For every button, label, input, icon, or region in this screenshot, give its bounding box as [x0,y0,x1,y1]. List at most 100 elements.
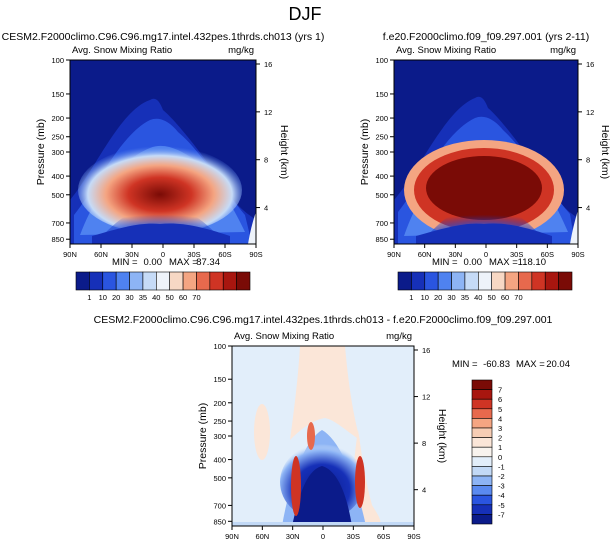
y2-tick-label: 8 [264,156,268,165]
colorbar-label: 20 [112,293,120,302]
panel-3-y-axis-label: Pressure (mb) [197,403,209,470]
x-tick-label: 60N [94,250,108,259]
y-tick-label: 400 [51,172,64,181]
panel-2-surface-cap [416,223,552,244]
panel-3-field [232,346,414,526]
y-tick-label: 500 [51,191,64,200]
colorbar-label: 10 [99,293,107,302]
panel-1-subtitle: Avg. Snow Mixing Ratio [72,45,172,56]
panel-1-units: mg/kg [228,45,254,56]
colorbar-swatch [471,504,493,515]
colorbar-label: 70 [192,293,200,302]
y-tick-label: 200 [51,114,64,123]
y-tick-label: 850 [213,517,226,526]
y-tick-label: 200 [213,399,226,408]
colorbar-label: 2 [498,434,502,443]
colorbar-swatch [89,271,104,291]
colorbar-swatch [558,271,573,291]
colorbar-swatch [531,271,546,291]
colorbar-label: 4 [498,414,502,423]
panel-2-field [394,60,578,244]
colorbar-label: 70 [514,293,522,302]
y2-tick-label: 16 [264,60,272,69]
y-tick-label: 250 [213,417,226,426]
panel-3-units: mg/kg [386,331,412,342]
colorbar-swatch [397,271,412,291]
colorbar-swatch [169,271,184,291]
colorbar-swatch [478,271,492,291]
y-tick-label: 100 [375,56,388,65]
panel-3-positive-upper-band [290,346,360,440]
colorbar-swatch [236,271,251,291]
colorbar-swatch [222,271,237,291]
colorbar-label: -3 [498,482,505,491]
colorbar-label: 60 [179,293,187,302]
panel-2-max-value: 118.10 [518,257,546,268]
panel-2-polar-patch [570,210,578,244]
x-tick-label: 30S [510,250,523,259]
colorbar-swatch [491,271,506,291]
colorbar-swatch [504,271,519,291]
colorbar-label: 50 [488,293,496,302]
panel-2-maximum-core [426,156,542,220]
colorbar-label: 35 [461,293,469,302]
colorbar-label: -7 [498,510,505,519]
panel-3-positive-left-maximum [291,456,301,516]
panel-2-y-axis-label: Pressure (mb) [359,119,371,186]
panel-3-max-label: MAX = [516,359,545,370]
colorbar-swatch [411,271,426,291]
colorbar-swatch [156,271,170,291]
colorbar-label: 40 [474,293,482,302]
y2-tick-label: 8 [422,439,426,448]
colorbar-swatch [464,271,479,291]
panel-3-min-label: MIN = [452,359,478,370]
panel-3-subtitle: Avg. Snow Mixing Ratio [234,331,334,342]
colorbar-swatch [471,408,493,419]
panel-1-field [70,60,256,244]
panel-2-max-label: MAX = [489,257,518,268]
y-tick-label: 300 [51,148,64,157]
y-tick-label: 250 [51,133,64,142]
panel-3-x-ticks: 90N 60N 30N 0 30S 60S 90S [225,526,421,541]
y-tick-label: 850 [51,235,64,244]
colorbar-swatch [518,271,533,291]
colorbar-label: 1 [409,293,413,302]
x-tick-label: 60S [377,532,390,541]
colorbar-swatch [471,437,493,448]
colorbar-swatch [471,446,493,458]
colorbar-label: 10 [421,293,429,302]
x-tick-label: 0 [484,250,488,259]
colorbar-swatch [196,271,211,291]
colorbar-label: -4 [498,491,505,500]
colorbar-label: 50 [166,293,174,302]
y-tick-label: 150 [51,90,64,99]
panel-2-units: mg/kg [550,45,576,56]
colorbar-swatch [544,271,559,291]
panel-2-title: f.e20.F2000climo.f09_f09.297.001 (yrs 2-… [383,31,589,43]
colorbar-label: 3 [498,424,502,433]
colorbar-label: 6 [498,395,502,404]
colorbar-swatch [75,271,90,291]
panel-2-colorbar: 1 10 20 30 35 40 50 60 70 [397,271,573,302]
x-tick-label: 60N [418,250,432,259]
panel-1-min-value: 0.00 [144,257,163,268]
y2-tick-label: 8 [586,156,590,165]
panel-1-max-value: 87.34 [196,257,220,268]
y2-tick-label: 12 [586,108,594,117]
y-tick-label: 300 [213,432,226,441]
colorbar-swatch [209,271,224,291]
colorbar-label: 30 [125,293,133,302]
colorbar-label: 0 [498,453,502,462]
panel-1-min-label: MIN = [112,257,138,268]
x-tick-label: 0 [161,250,165,259]
colorbar-label: 40 [152,293,160,302]
colorbar-label: -1 [498,462,505,471]
panel-2-y2-ticks: 16 12 8 4 [578,60,594,213]
colorbar-label: 5 [498,405,502,414]
y2-tick-label: 16 [586,60,594,69]
y-tick-label: 250 [375,133,388,142]
y2-tick-label: 12 [264,108,272,117]
figure-title: DJF [289,4,322,24]
panel-1-y-ticks: 100 150 200 250 300 400 500 700 850 [51,56,70,244]
